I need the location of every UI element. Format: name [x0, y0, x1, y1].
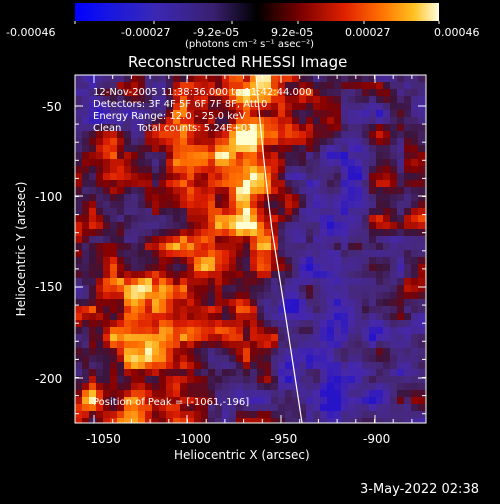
colorbar-tick-label: 0.00046	[434, 26, 480, 39]
plot-frame	[74, 74, 427, 424]
y-tick-label: -50	[42, 100, 62, 114]
footer-timestamp: 3-May-2022 02:38	[360, 482, 479, 497]
info-detectors: Detectors: 3F 4F 5F 6F 7F 8F, Att 0	[93, 99, 268, 110]
info-time-range: 12-Nov-2005 11:38:36.000 to 11:42:44.000	[93, 87, 312, 98]
colorbar	[75, 3, 439, 21]
colorbar-units: (photons cm⁻² s⁻¹ asec⁻²)	[185, 39, 315, 50]
plot-title: Reconstructed RHESSI Image	[128, 53, 348, 71]
x-axis-label: Heliocentric X (arcsec)	[174, 448, 310, 462]
axis-ticks	[75, 75, 426, 423]
colorbar-tick-label: 9.2e-05	[271, 26, 314, 39]
x-tick-label: -950	[270, 432, 298, 446]
peak-position-label: Position of Peak = [-1061,-196]	[93, 397, 250, 408]
x-tick-label: -900	[363, 432, 391, 446]
solar-limb-line	[255, 75, 303, 423]
colorbar-tick-label: -9.2e-05	[193, 26, 240, 39]
y-tick-label: -100	[35, 190, 63, 204]
y-tick-label: -150	[35, 280, 63, 294]
colorbar-tick-label: 0.00027	[345, 26, 391, 39]
x-tick-label: -1050	[86, 432, 121, 446]
y-tick-label: -200	[35, 372, 63, 386]
colorbar-tick-label: -0.00046	[6, 26, 56, 39]
colorbar-tick-label: -0.00027	[121, 26, 171, 39]
info-total-counts: Clean Total counts: 5.24E+03	[93, 123, 254, 134]
reconstructed-image	[75, 75, 426, 423]
x-tick-label: -1000	[176, 432, 211, 446]
info-energy-range: Energy Range: 12.0 - 25.0 keV	[93, 111, 246, 122]
y-axis-label: Heliocentric Y (arcsec)	[14, 181, 28, 317]
colorbar-ticks	[74, 21, 440, 24]
